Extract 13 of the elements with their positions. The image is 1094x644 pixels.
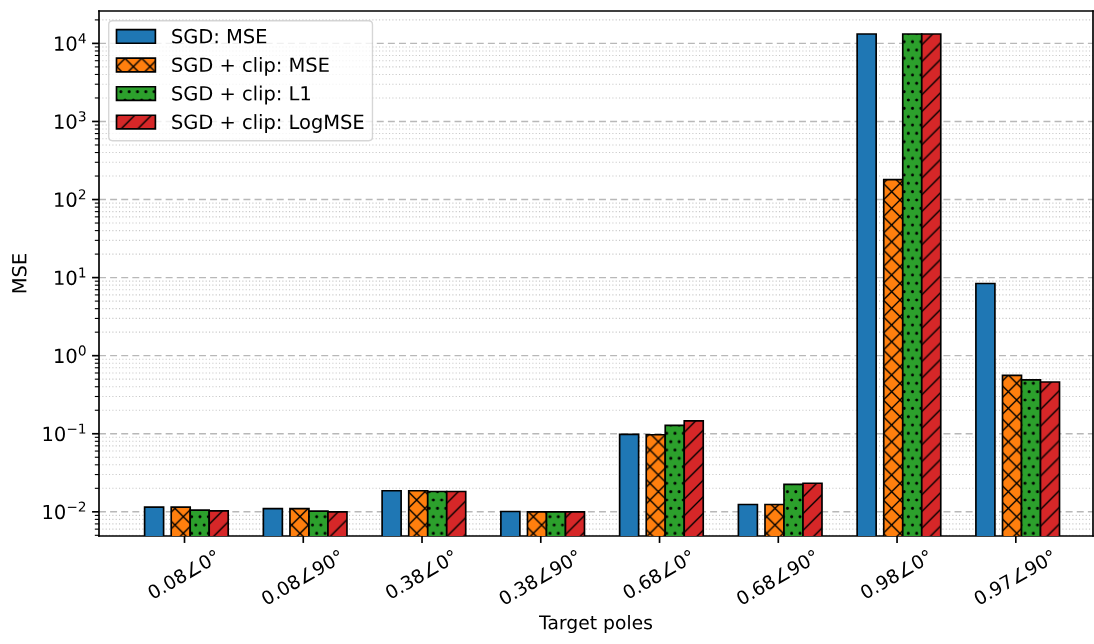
y-tick-label: 10$^{3}$ (55, 111, 86, 129)
y-tick-label: 10$^{2}$ (55, 189, 86, 208)
legend-label: SGD + clip: LogMSE (172, 114, 364, 133)
y-axis-title: MSE (11, 254, 27, 293)
x-axis-title: Target poles (539, 614, 653, 634)
y-tick-label: 10$^{1}$ (55, 267, 86, 286)
y-tick-label: 10$^{−2}$ (43, 501, 86, 520)
legend-label: SGD + clip: L1 (172, 85, 310, 105)
y-tick-label: 10$^{0}$ (55, 345, 86, 364)
legend-label: SGD + clip: MSE (172, 57, 329, 76)
legend-label: SGD: MSE (172, 28, 267, 44)
y-tick-label: 10$^{−1}$ (43, 423, 86, 442)
y-tick-label: 10$^{4}$ (55, 33, 86, 51)
